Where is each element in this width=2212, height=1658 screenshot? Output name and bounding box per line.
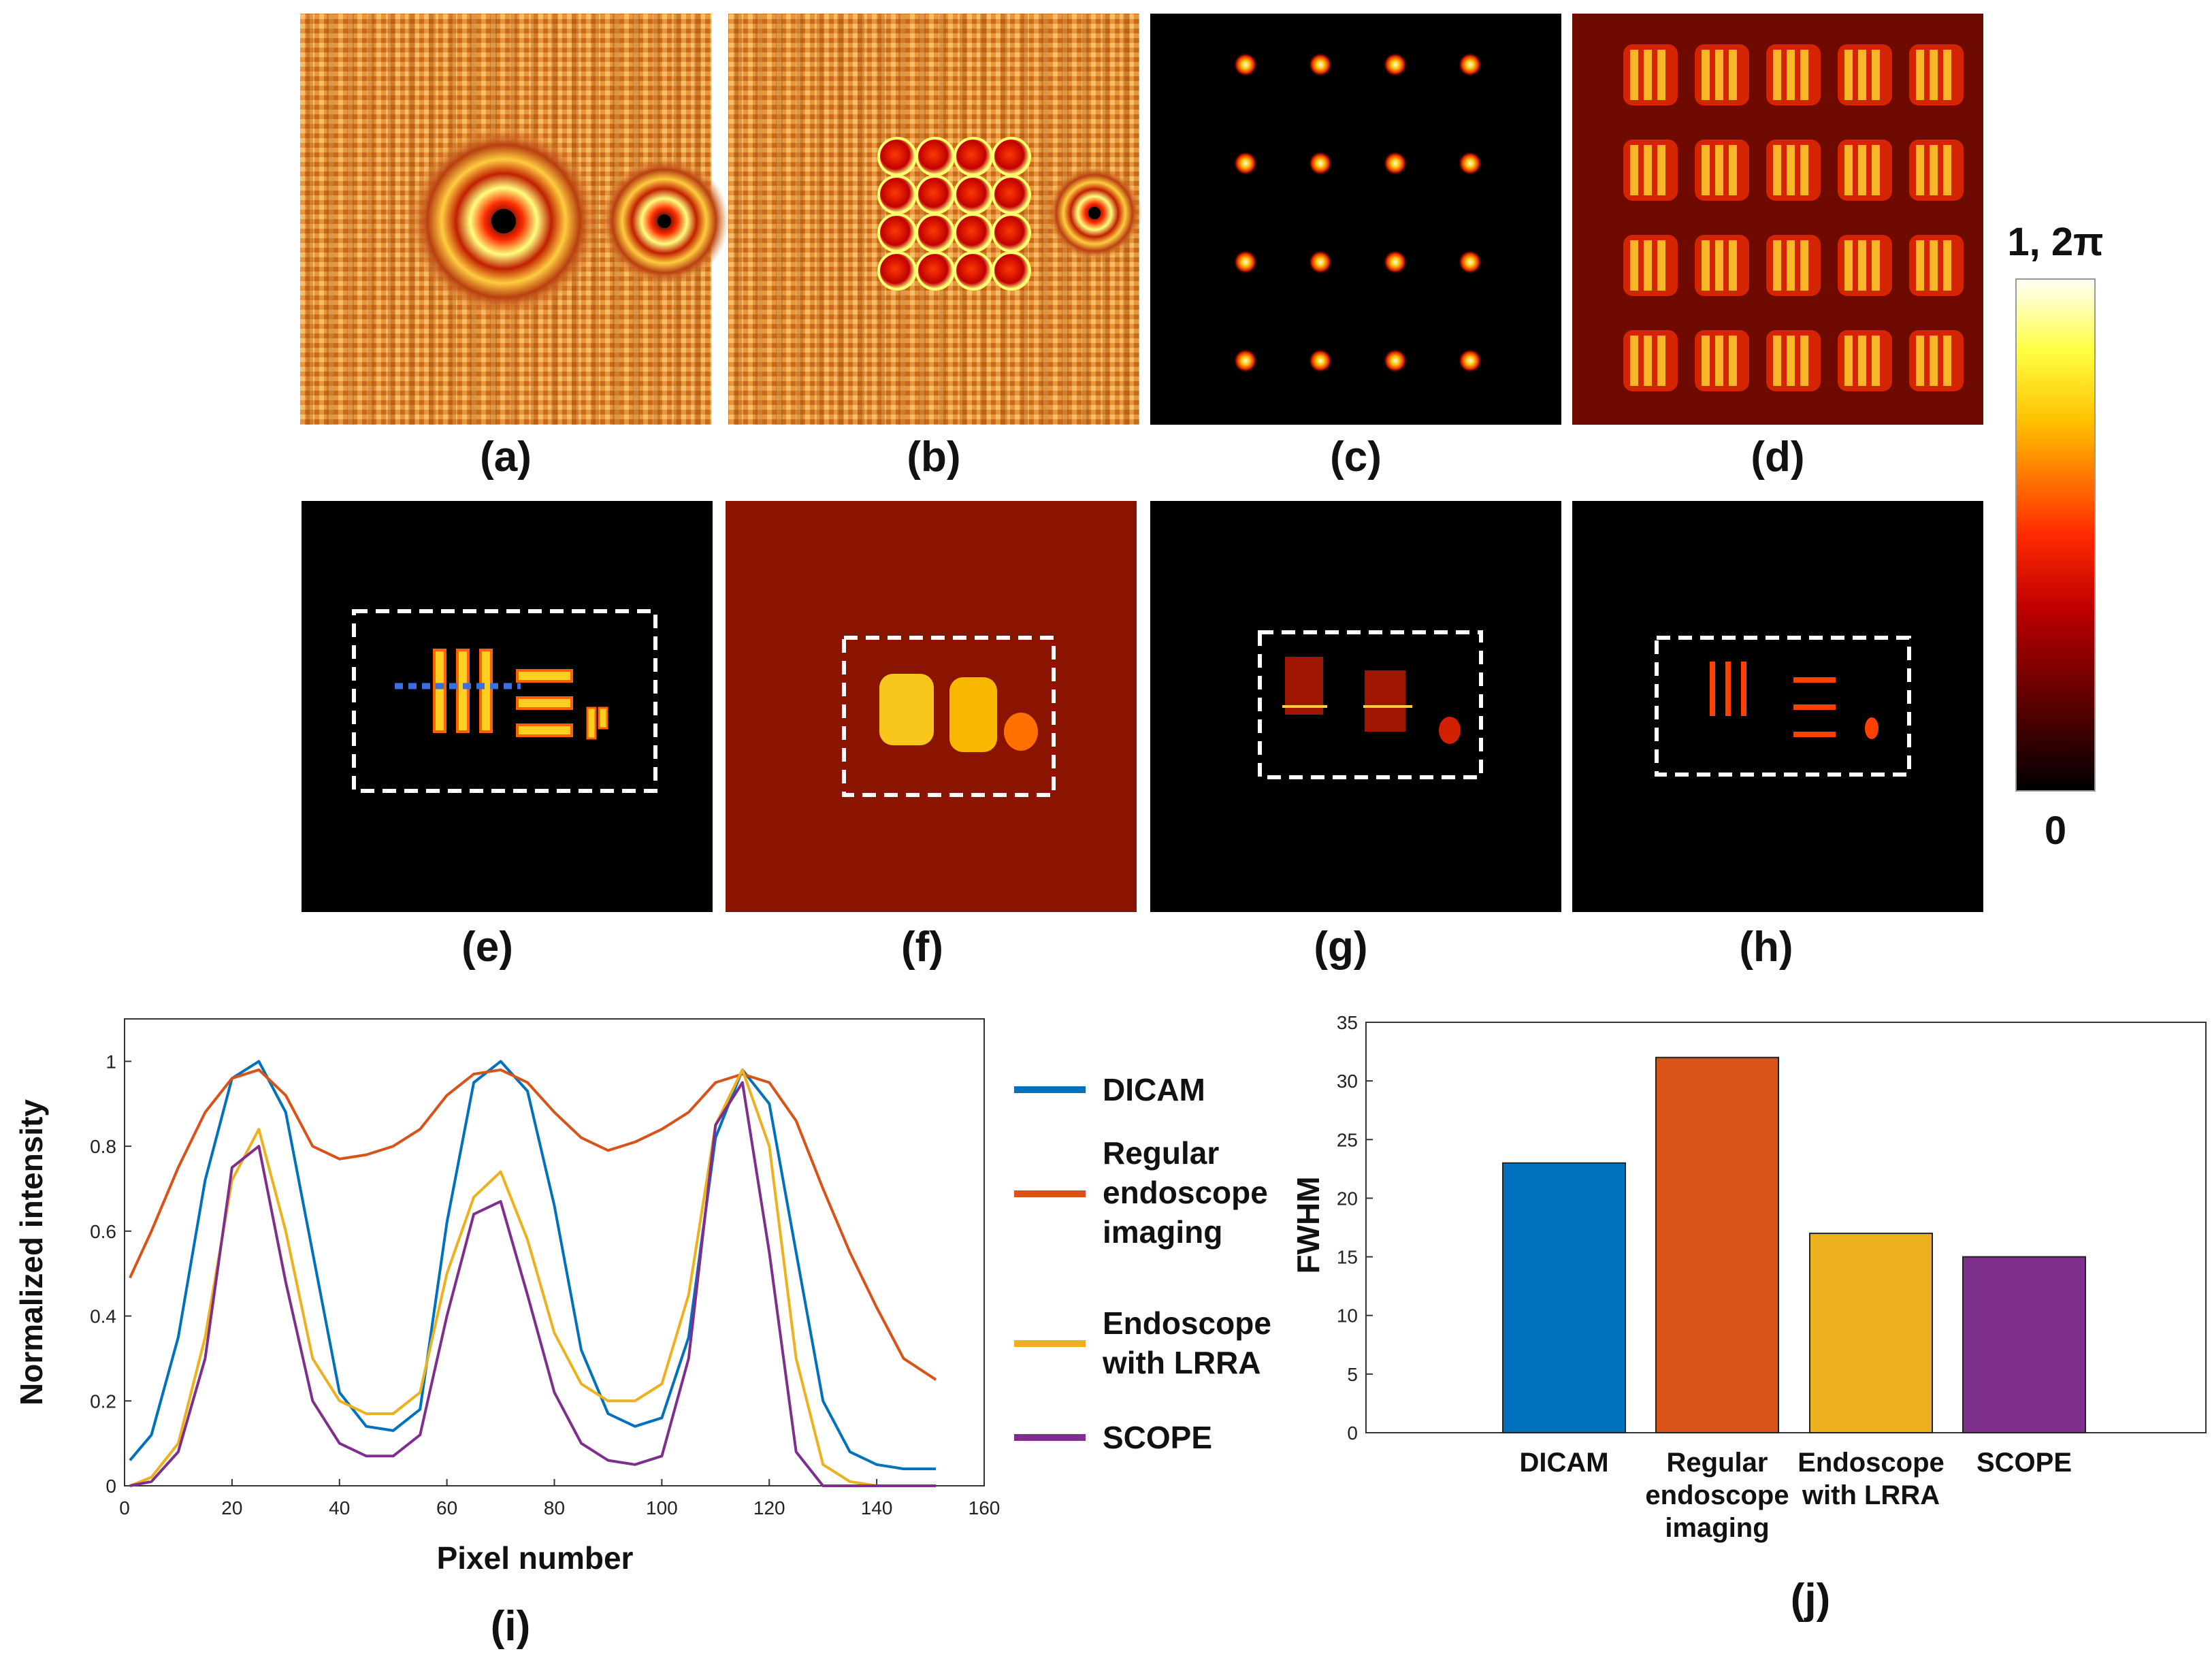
image-e [302, 501, 713, 912]
y-tick-label-i: 0.6 [90, 1221, 116, 1242]
category-label-3: SCOPE [1977, 1448, 2072, 1478]
y-axis-title-i: Normalized intensity [14, 1099, 49, 1405]
image-h [1572, 501, 1983, 912]
x-tick-label-i: 100 [646, 1497, 678, 1518]
series-line-2 [129, 1068, 936, 1487]
y-tick-label-i: 0.8 [90, 1136, 116, 1157]
x-tick-label-i: 0 [119, 1497, 130, 1518]
category-label-2: Endoscope with LRRA [1798, 1448, 1945, 1510]
panel-label-d: (d) [1751, 434, 1804, 481]
series-line-0 [129, 1060, 936, 1471]
plot-area-i [124, 1018, 985, 1486]
x-tick-label-i: 60 [436, 1497, 457, 1518]
y-tick-label-j: 20 [1337, 1188, 1358, 1209]
panel-label-g: (g) [1314, 924, 1367, 971]
legend-i: DICAM Regular endoscope imaging Endoscope wit… [1014, 1072, 1271, 1455]
y-tick-label-j: 0 [1347, 1423, 1358, 1444]
x-tick-label-i: 40 [329, 1497, 350, 1518]
series-line-1 [129, 1068, 937, 1381]
image-d [1572, 14, 1983, 425]
bar-0 [1502, 1162, 1626, 1433]
line-chart-i: 0 20 40 60 80 100 120 140 160 0 0.2 0.4 0.6 0.8 1 Pixe… [14, 1018, 1271, 1576]
y-axis-title-j: FWHM [1290, 1176, 1326, 1273]
x-tick-label-i: 160 [969, 1497, 1001, 1518]
bar-1 [1655, 1056, 1779, 1433]
category-label-0: DICAM [1519, 1448, 1608, 1478]
panel-label-j: (j) [1791, 1576, 1831, 1623]
colorbar-bottom-label: 0 [2045, 809, 2066, 853]
y-tick-label-i: 1 [105, 1051, 116, 1072]
colorbar: 1, 2π 0 [2007, 220, 2103, 853]
category-label-1: Regular endoscope imaging [1645, 1448, 1789, 1543]
bar-chart-j: 0 5 10 15 20 25 30 35 DICAM Regular endoscope imag… [1290, 1012, 2207, 1543]
colorbar-top-label: 1, 2π [2007, 220, 2103, 264]
y-tick-label-j: 35 [1337, 1012, 1358, 1033]
legend-label-3: SCOPE [1103, 1420, 1212, 1455]
panel-label-e: (e) [461, 924, 513, 971]
x-tick-label-i: 120 [753, 1497, 785, 1518]
image-g [1150, 501, 1561, 912]
legend-label-1: Regular endoscope imaging [1103, 1135, 1268, 1250]
legend-label-0: DICAM [1103, 1072, 1205, 1107]
x-tick-label-i: 20 [221, 1497, 242, 1518]
legend-label-2: Endoscope with LRRA [1102, 1305, 1271, 1380]
y-tick-label-i: 0 [105, 1476, 116, 1497]
series-line-3 [129, 1081, 936, 1487]
panel-label-i: (i) [491, 1603, 531, 1650]
bar-2 [1809, 1233, 1933, 1433]
y-tick-label-j: 5 [1347, 1364, 1358, 1385]
panel-label-h: (h) [1739, 924, 1793, 971]
y-tick-label-i: 0.4 [90, 1306, 116, 1327]
y-tick-label-j: 30 [1337, 1071, 1358, 1092]
panel-label-c: (c) [1330, 434, 1382, 481]
y-tick-label-j: 10 [1337, 1305, 1358, 1327]
x-tick-label-i: 140 [861, 1497, 893, 1518]
panel-label-a: (a) [480, 434, 532, 481]
bar-3 [1962, 1256, 2086, 1433]
image-c [1150, 14, 1561, 425]
x-axis-title-i: Pixel number [437, 1540, 634, 1576]
panel-label-b: (b) [907, 434, 960, 481]
y-tick-label-j: 25 [1337, 1129, 1358, 1150]
image-a [300, 14, 729, 425]
image-b [728, 14, 1142, 425]
x-tick-label-i: 80 [544, 1497, 565, 1518]
y-tick-label-j: 15 [1337, 1247, 1358, 1268]
panel-label-f: (f) [901, 924, 943, 971]
image-f [726, 501, 1137, 912]
y-tick-label-i: 0.2 [90, 1391, 116, 1412]
colorbar-gradient [2015, 278, 2096, 792]
